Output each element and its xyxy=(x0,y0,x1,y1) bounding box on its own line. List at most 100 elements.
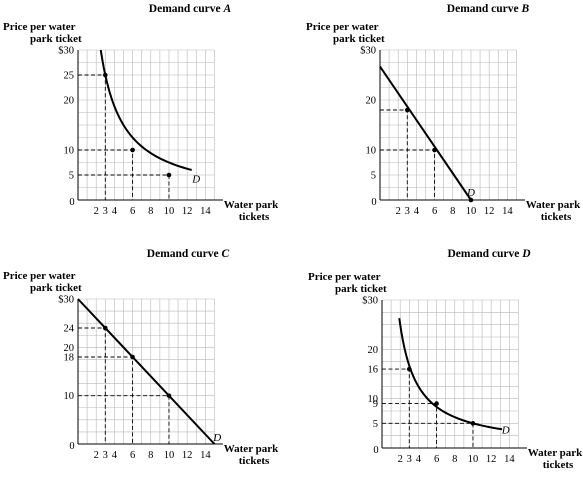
x-tick-label: 8 xyxy=(148,450,153,461)
demand-curve xyxy=(379,65,472,201)
x-tick-label: 6 xyxy=(130,206,135,217)
y-axis-label-line: park ticket xyxy=(333,33,385,45)
x-tick-label: 10 xyxy=(164,450,175,461)
y-tick-label: $30 xyxy=(360,46,376,57)
y-tick-label: 20 xyxy=(64,96,75,107)
y-axis-label-line: Price per water xyxy=(3,270,76,282)
data-point xyxy=(404,107,410,113)
x-axis-label-line: tickets xyxy=(543,459,574,471)
chart-title: Demand curve D xyxy=(447,248,531,260)
grid xyxy=(78,298,215,444)
y-tick-label: 20 xyxy=(64,343,75,354)
demand-curve xyxy=(99,49,192,171)
x-axis-label-line: tickets xyxy=(239,455,270,467)
curve-label: D xyxy=(501,424,510,436)
y-axis-label-line: Price per water xyxy=(306,21,379,33)
guide-line xyxy=(78,174,170,200)
guide-line xyxy=(382,368,410,448)
x-tick-label: 14 xyxy=(504,454,515,465)
x-tick-label: 3 xyxy=(407,454,412,465)
x-tick-label: 8 xyxy=(148,206,153,217)
data-point xyxy=(166,393,172,398)
x-tick-label: 12 xyxy=(182,206,193,217)
x-tick-label: 8 xyxy=(450,206,455,217)
x-tick-label: 4 xyxy=(414,206,420,217)
x-tick-label: 6 xyxy=(130,450,135,461)
x-tick-label: 12 xyxy=(486,454,497,465)
x-tick-label: 0 xyxy=(371,197,376,208)
chart-title: Demand curve C xyxy=(147,248,230,260)
x-axis-label-line: tickets xyxy=(239,211,270,223)
x-tick-label: 10 xyxy=(466,206,477,217)
x-axis-label-line: Water park xyxy=(224,199,279,211)
y-tick-label: $30 xyxy=(362,296,378,307)
x-tick-label: 6 xyxy=(434,454,439,465)
data-point xyxy=(130,147,135,153)
data-point xyxy=(434,401,439,406)
x-tick-label: 12 xyxy=(182,450,193,461)
guide-line xyxy=(380,109,408,200)
x-tick-label: 4 xyxy=(112,450,118,461)
x-axis-label-line: Water park xyxy=(224,443,279,455)
x-tick-label: 14 xyxy=(200,206,211,217)
y-tick-label: 9 xyxy=(373,399,378,410)
demand-curve xyxy=(77,298,216,445)
y-axis-label-line: park ticket xyxy=(335,283,387,295)
y-tick-label: $30 xyxy=(58,46,74,57)
x-axis-label-line: Water park xyxy=(526,199,581,211)
chart-title-letter: B xyxy=(521,3,530,15)
chart-title-text: Demand curve xyxy=(147,248,222,260)
y-tick-label: 5 xyxy=(371,171,376,182)
data-point xyxy=(102,325,108,331)
guide-line xyxy=(78,327,106,444)
data-point xyxy=(432,147,437,153)
y-axis-label-line: Price per water xyxy=(3,21,76,33)
y-tick-label: 10 xyxy=(64,391,75,402)
x-tick-label: 3 xyxy=(103,206,108,217)
grid xyxy=(382,299,519,448)
chart-title: Demand curve A xyxy=(149,3,232,15)
x-tick-label: 4 xyxy=(416,454,422,465)
y-axis-label-line: park ticket xyxy=(30,33,82,45)
y-tick-label: 5 xyxy=(69,171,74,182)
y-tick-label: 20 xyxy=(368,345,379,356)
chart-title: Demand curve B xyxy=(447,3,530,15)
x-tick-label: 2 xyxy=(94,450,99,461)
x-tick-label: 4 xyxy=(112,206,118,217)
y-tick-label: 20 xyxy=(366,96,377,107)
y-tick-label: 24 xyxy=(64,324,75,335)
y-tick-label: 10 xyxy=(366,146,377,157)
chart-title-text: Demand curve xyxy=(447,248,522,260)
y-tick-label: 16 xyxy=(368,365,379,376)
chart-title-text: Demand curve xyxy=(149,3,224,15)
chart-title-letter: D xyxy=(521,248,531,260)
curve-label: D xyxy=(212,432,221,444)
data-point xyxy=(470,421,476,426)
x-tick-label: 0 xyxy=(69,441,74,452)
y-axis-label-line: Price per water xyxy=(308,271,381,283)
curve-label: D xyxy=(466,187,475,199)
x-tick-label: 2 xyxy=(398,454,403,465)
grid xyxy=(380,49,517,200)
y-tick-label: 25 xyxy=(64,71,75,82)
curve-label: D xyxy=(191,174,200,186)
data-point xyxy=(406,366,412,372)
x-axis-label-line: Water park xyxy=(528,447,583,459)
x-tick-label: 0 xyxy=(373,445,378,456)
guide-line xyxy=(382,422,474,448)
data-point xyxy=(130,354,135,360)
y-tick-label: 18 xyxy=(64,353,75,364)
data-point xyxy=(102,72,108,78)
x-tick-label: 3 xyxy=(405,206,410,217)
y-tick-label: 5 xyxy=(373,419,378,430)
chart-title-letter: C xyxy=(222,248,230,260)
x-tick-label: 0 xyxy=(69,197,74,208)
chart-title-text: Demand curve xyxy=(447,3,522,15)
x-tick-label: 8 xyxy=(452,454,457,465)
x-tick-label: 3 xyxy=(103,450,108,461)
